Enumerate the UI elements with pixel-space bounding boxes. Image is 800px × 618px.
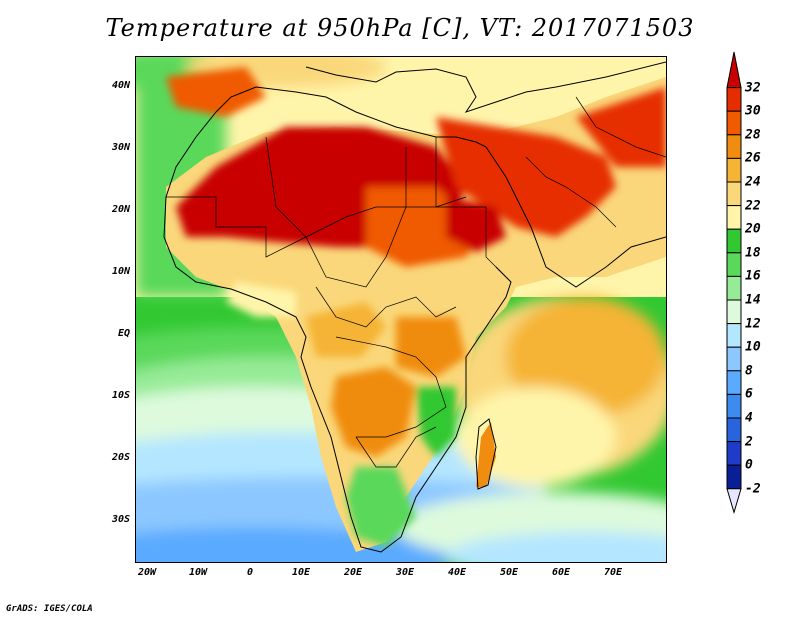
lon-label-40e: 40E xyxy=(447,567,467,578)
lon-label-0: 0 xyxy=(246,567,254,578)
colorbar-label: 26 xyxy=(745,150,761,166)
temperature-map xyxy=(136,57,666,562)
colorbar-segment xyxy=(726,417,742,443)
colorbar-segment xyxy=(726,323,742,348)
colorbar-segment xyxy=(726,87,742,112)
colorbar-segment xyxy=(726,346,742,372)
lon-label-10e: 10E xyxy=(291,567,311,578)
colorbar-label: 32 xyxy=(745,80,761,96)
colorbar-label: 2 xyxy=(745,434,753,450)
colorbar-label: 24 xyxy=(745,174,761,190)
colorbar-label: 28 xyxy=(745,127,761,143)
colorbar-label: 14 xyxy=(745,292,761,308)
colorbar-label: 20 xyxy=(745,221,761,237)
colorbar-label: 8 xyxy=(745,363,753,379)
lat-label-20n: 20N xyxy=(111,204,130,215)
colorbar-label: 22 xyxy=(745,198,761,214)
colorbar-segment xyxy=(726,228,742,254)
colorbar-segment xyxy=(726,252,742,277)
lat-label-30s: 30S xyxy=(111,514,130,525)
colorbar-label: 16 xyxy=(745,268,761,284)
colorbar-segment xyxy=(726,181,742,207)
lon-label-50e: 50E xyxy=(499,567,519,578)
lat-label-eq: EQ xyxy=(117,328,130,339)
colorbar-segment xyxy=(726,275,742,301)
map-plot-area xyxy=(135,56,667,563)
lat-label-10n: 10N xyxy=(111,266,130,277)
coastlines xyxy=(163,61,666,553)
colorbar-label: 30 xyxy=(745,103,761,119)
lon-label-60e: 60E xyxy=(551,567,571,578)
lat-label-20s: 20S xyxy=(111,452,130,463)
colorbar-label: 10 xyxy=(745,339,761,355)
lat-label-40n: 40N xyxy=(111,80,130,91)
colorbar-top-arrow xyxy=(726,51,742,89)
lon-label-20e: 20E xyxy=(343,567,363,578)
colorbar-segment xyxy=(726,134,742,159)
map-title: Temperature at 950hPa [C], VT: 201707150… xyxy=(105,14,695,42)
colorbar-bottom-arrow xyxy=(726,488,742,515)
colorbar-svg xyxy=(726,51,742,515)
lon-label-70e: 70E xyxy=(603,567,623,578)
lon-label-30e: 30E xyxy=(395,567,415,578)
colorbar-label: 0 xyxy=(745,457,753,473)
colorbar-segment xyxy=(726,205,742,230)
lon-label-20w: 20W xyxy=(137,567,157,578)
country-borders xyxy=(166,96,666,468)
colorbar-label: 18 xyxy=(745,245,761,261)
colorbar-segment xyxy=(726,299,742,325)
colorbar-label: -2 xyxy=(745,481,761,497)
colorbar-segment xyxy=(726,393,742,419)
lon-label-10w: 10W xyxy=(188,567,208,578)
colorbar-label: 4 xyxy=(745,410,753,426)
lat-label-30n: 30N xyxy=(111,142,130,153)
colorbar-segment xyxy=(726,370,742,395)
colorbar-segment xyxy=(726,464,742,490)
credit-text: GrADS: IGES/COLA xyxy=(6,604,93,614)
colorbar-segment xyxy=(726,110,742,136)
lat-label-10s: 10S xyxy=(111,390,130,401)
colorbar-label: 6 xyxy=(745,386,753,402)
colorbar-segment xyxy=(726,157,742,183)
colorbar-label: 12 xyxy=(745,316,761,332)
land-field xyxy=(166,67,666,552)
colorbar-segment xyxy=(726,441,742,466)
